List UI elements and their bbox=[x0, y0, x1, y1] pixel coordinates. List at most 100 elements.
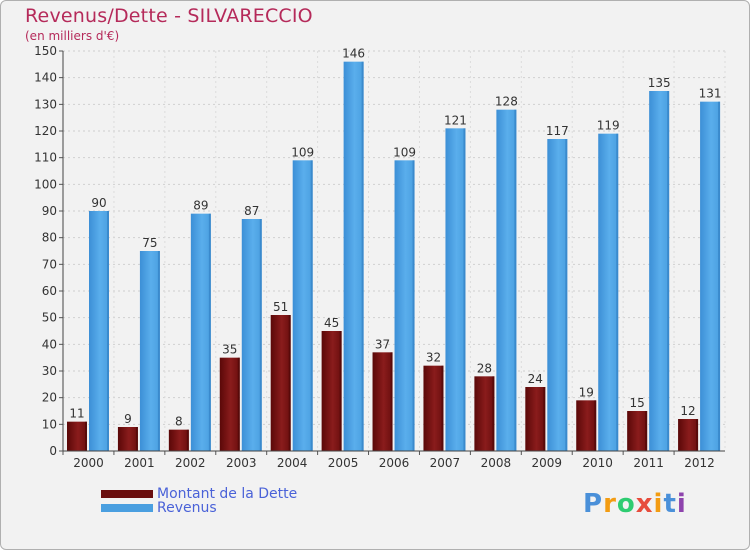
chart-legend: Montant de la Dette Revenus bbox=[101, 486, 298, 516]
debt-bar bbox=[525, 387, 546, 451]
data-label: 135 bbox=[648, 76, 671, 90]
y-tick-label: 0 bbox=[49, 444, 57, 458]
debt-bar-edge bbox=[237, 357, 240, 451]
legend-swatch-dette bbox=[101, 490, 153, 498]
revenue-bar bbox=[343, 61, 364, 452]
revenue-bar bbox=[190, 213, 211, 451]
legend-item-revenus: Revenus bbox=[101, 500, 297, 516]
revenue-bar bbox=[649, 91, 670, 451]
debt-bar-edge bbox=[85, 421, 87, 451]
x-tick-label: 2007 bbox=[430, 456, 461, 470]
logo-letter: x bbox=[635, 489, 654, 519]
y-tick-label: 80 bbox=[42, 231, 57, 245]
revenue-bar bbox=[598, 133, 619, 451]
data-label: 37 bbox=[375, 337, 390, 351]
y-tick-label: 100 bbox=[34, 177, 57, 191]
x-tick-label: 2002 bbox=[175, 456, 206, 470]
debt-bar-edge bbox=[696, 419, 699, 451]
x-tick-label: 2003 bbox=[226, 456, 257, 470]
proxiti-logo: Proxiti bbox=[583, 489, 687, 519]
revenue-bar-edge bbox=[463, 128, 466, 451]
revenue-bar-edge bbox=[259, 219, 262, 451]
legend-swatch-revenus bbox=[101, 504, 153, 512]
x-tick-label: 2010 bbox=[582, 456, 613, 470]
x-tick-label: 2004 bbox=[277, 456, 308, 470]
data-label: 19 bbox=[579, 385, 594, 399]
data-label: 11 bbox=[69, 407, 84, 421]
data-label: 15 bbox=[630, 396, 645, 410]
debt-bar bbox=[219, 357, 240, 451]
data-label: 75 bbox=[142, 236, 157, 250]
data-label: 121 bbox=[444, 113, 467, 127]
revenue-bar-edge bbox=[412, 160, 415, 452]
revenue-bar bbox=[241, 219, 262, 451]
debt-bar bbox=[423, 365, 444, 451]
logo-letter: t bbox=[663, 489, 677, 519]
x-tick-label: 2008 bbox=[481, 456, 512, 470]
revenue-bar bbox=[139, 251, 160, 451]
data-label: 119 bbox=[597, 119, 620, 133]
debt-bar bbox=[678, 419, 699, 451]
y-tick-label: 120 bbox=[34, 124, 57, 138]
x-tick-label: 2001 bbox=[124, 456, 155, 470]
y-tick-label: 90 bbox=[42, 204, 57, 218]
debt-bar bbox=[474, 376, 495, 451]
debt-bar-edge bbox=[390, 352, 393, 451]
debt-bar-edge bbox=[441, 365, 444, 451]
data-label: 12 bbox=[680, 404, 695, 418]
y-tick-label: 40 bbox=[42, 337, 57, 351]
debt-bar bbox=[270, 315, 291, 451]
debt-bar bbox=[168, 429, 189, 451]
data-label: 89 bbox=[193, 199, 208, 213]
data-label: 128 bbox=[495, 95, 518, 109]
data-label: 45 bbox=[324, 316, 339, 330]
revenue-bar bbox=[292, 160, 313, 452]
logo-letter: P bbox=[583, 489, 604, 519]
logo-letter: i bbox=[653, 489, 664, 519]
plot-area bbox=[63, 51, 725, 451]
revenue-bar bbox=[547, 139, 568, 451]
data-label: 90 bbox=[91, 196, 106, 210]
x-tick-label: 2011 bbox=[633, 456, 664, 470]
y-tick-label: 70 bbox=[42, 257, 57, 271]
revenue-bar-edge bbox=[208, 213, 211, 451]
revenue-bar-edge bbox=[310, 160, 313, 452]
revenue-bar-edge bbox=[616, 133, 619, 451]
revenue-bar-edge bbox=[361, 61, 364, 452]
data-label: 51 bbox=[273, 300, 288, 314]
y-tick-label: 20 bbox=[42, 391, 57, 405]
data-label: 8 bbox=[175, 415, 183, 429]
revenue-bar-edge bbox=[718, 101, 721, 452]
debt-bar-edge bbox=[492, 376, 495, 451]
x-tick-label: 2009 bbox=[531, 456, 562, 470]
debt-bar bbox=[627, 411, 648, 451]
y-tick-label: 30 bbox=[42, 364, 57, 378]
x-tick-label: 2000 bbox=[73, 456, 104, 470]
debt-bar-edge bbox=[339, 331, 342, 451]
revenue-bar bbox=[496, 109, 517, 452]
data-label: 146 bbox=[342, 47, 365, 61]
revenue-bar-edge bbox=[107, 211, 109, 451]
data-label: 9 bbox=[124, 412, 132, 426]
debt-bar bbox=[117, 427, 138, 451]
legend-label-dette: Montant de la Dette bbox=[157, 486, 298, 502]
debt-bar bbox=[67, 421, 87, 451]
chart-subtitle: (en milliers d'€) bbox=[25, 29, 120, 43]
debt-bar-edge bbox=[543, 387, 546, 451]
chart-title: Revenus/Dette - SILVARECCIO bbox=[25, 5, 313, 27]
y-tick-label: 150 bbox=[34, 44, 57, 58]
y-tick-label: 130 bbox=[34, 97, 57, 111]
data-label: 109 bbox=[393, 145, 416, 159]
y-tick-label: 50 bbox=[42, 311, 57, 325]
x-tick-label: 2006 bbox=[379, 456, 410, 470]
data-label: 131 bbox=[699, 87, 722, 101]
revenue-bar-edge bbox=[514, 109, 517, 452]
legend-item-dette: Montant de la Dette bbox=[101, 486, 298, 502]
data-label: 24 bbox=[528, 372, 543, 386]
y-tick-label: 60 bbox=[42, 284, 57, 298]
revenue-bar bbox=[89, 211, 109, 451]
revenue-bar-edge bbox=[565, 139, 568, 451]
data-label: 109 bbox=[291, 145, 314, 159]
